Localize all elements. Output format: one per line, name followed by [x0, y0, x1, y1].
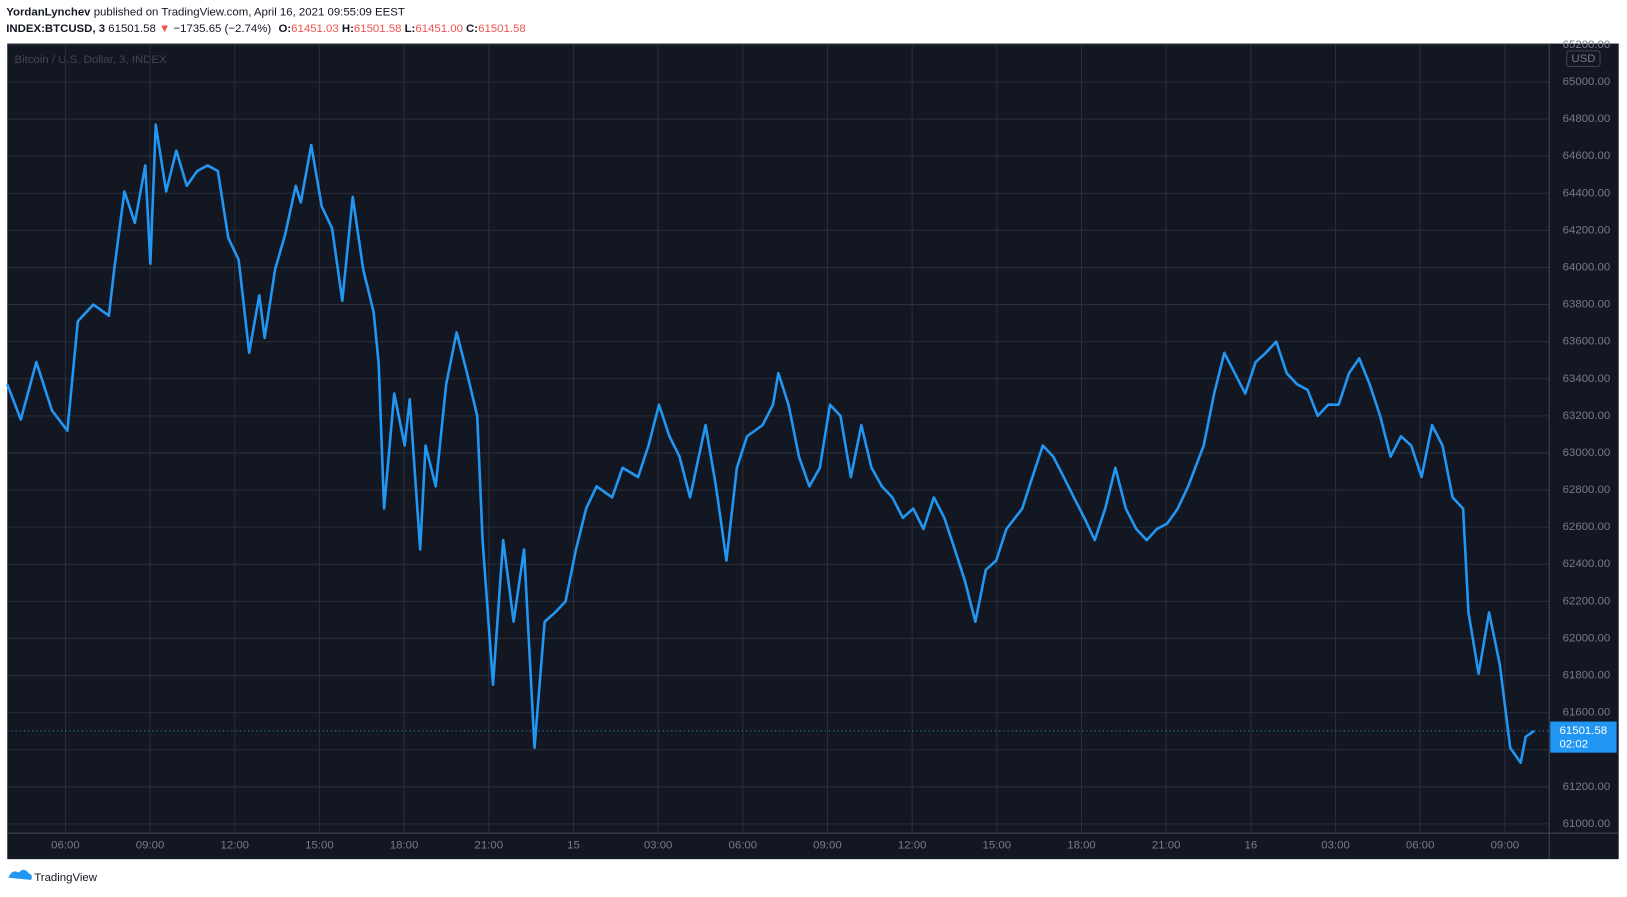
currency: USD [1571, 53, 1595, 65]
ohlc-key: L: [405, 23, 416, 35]
y-tick-label: 62200.00 [1563, 595, 1611, 607]
y-tick-label: 64000.00 [1563, 261, 1611, 273]
y-tick-label: 62800.00 [1563, 484, 1611, 496]
header-line-2: INDEX:BTCUSD, 3 61501.58 ▼ −1735.65 (−2.… [6, 23, 525, 35]
ohlc-key: O: [278, 23, 291, 35]
y-tick-label: 64400.00 [1563, 187, 1611, 199]
x-tick-label: 15:00 [305, 840, 334, 852]
x-tick-label: 12:00 [220, 840, 249, 852]
currency-box [1566, 50, 1601, 67]
ohlc-key: H: [342, 23, 354, 35]
y-tick-label: 65200.00 [1563, 39, 1611, 51]
arrow: ▼ [159, 23, 170, 35]
ohlc-value: 61451.00 [415, 23, 463, 35]
x-tick-label: 18:00 [1067, 840, 1096, 852]
change: −1735.65 (−2.74%) [173, 23, 271, 35]
y-tick-label: 64600.00 [1563, 150, 1611, 162]
author: YordanLynchev [6, 6, 91, 18]
y-tick-label: 63400.00 [1563, 373, 1611, 385]
symbol: INDEX:BTCUSD, 3 [6, 23, 105, 35]
y-tick-label: 61000.00 [1563, 818, 1611, 830]
y-tick-label: 64800.00 [1563, 113, 1611, 125]
countdown: 02:02 [1560, 738, 1589, 750]
x-tick-label: 03:00 [644, 840, 673, 852]
x-tick-label: 18:00 [390, 840, 419, 852]
logo-icon [8, 869, 32, 880]
x-tick-label: 09:00 [136, 840, 165, 852]
y-tick-label: 64200.00 [1563, 224, 1611, 236]
x-tick-label: 06:00 [729, 840, 758, 852]
x-tick-label: 12:00 [898, 840, 927, 852]
x-tick-label: 15 [567, 840, 580, 852]
y-tick-label: 62600.00 [1563, 521, 1611, 533]
ohlc-value: 61501.58 [478, 23, 526, 35]
x-tick-label: 15:00 [983, 840, 1012, 852]
y-tick-label: 65000.00 [1563, 76, 1611, 88]
y-tick-label: 62000.00 [1563, 632, 1611, 644]
y-tick-label: 61800.00 [1563, 670, 1611, 682]
y-tick-label: 61200.00 [1563, 781, 1611, 793]
x-tick-label: 06:00 [1406, 840, 1435, 852]
x-tick-label: 03:00 [1321, 840, 1350, 852]
plot-bg [7, 43, 1619, 860]
header-line-1: YordanLynchev published on TradingView.c… [6, 6, 405, 18]
y-tick-label: 63600.00 [1563, 336, 1611, 348]
brand: TradingView [34, 872, 98, 884]
y-tick-label: 63000.00 [1563, 447, 1611, 459]
series-title: Bitcoin / U.S. Dollar, 3, INDEX [15, 54, 168, 66]
x-tick-label: 06:00 [51, 840, 80, 852]
x-tick-label: 16 [1244, 840, 1257, 852]
y-tick-label: 61600.00 [1563, 707, 1611, 719]
y-tick-label: 62400.00 [1563, 558, 1611, 570]
ohlc-value: 61501.58 [354, 23, 402, 35]
last-price-box [1550, 721, 1617, 753]
last-price-label: 61501.58 [1560, 725, 1608, 737]
price-line [6, 123, 1535, 765]
y-tick-label: 63200.00 [1563, 410, 1611, 422]
x-tick-label: 09:00 [813, 840, 842, 852]
plot: 61000.0061200.0061400.0061600.0061800.00… [6, 39, 1617, 852]
ohlc-key: C: [466, 23, 478, 35]
ohlc-value: 61451.03 [291, 23, 339, 35]
x-tick-label: 09:00 [1491, 840, 1520, 852]
y-tick-label: 63800.00 [1563, 299, 1611, 311]
x-tick-label: 21:00 [1152, 840, 1181, 852]
price: 61501.58 [108, 23, 156, 35]
published: published on TradingView.com, April 16, … [94, 6, 405, 18]
x-tick-label: 21:00 [475, 840, 504, 852]
